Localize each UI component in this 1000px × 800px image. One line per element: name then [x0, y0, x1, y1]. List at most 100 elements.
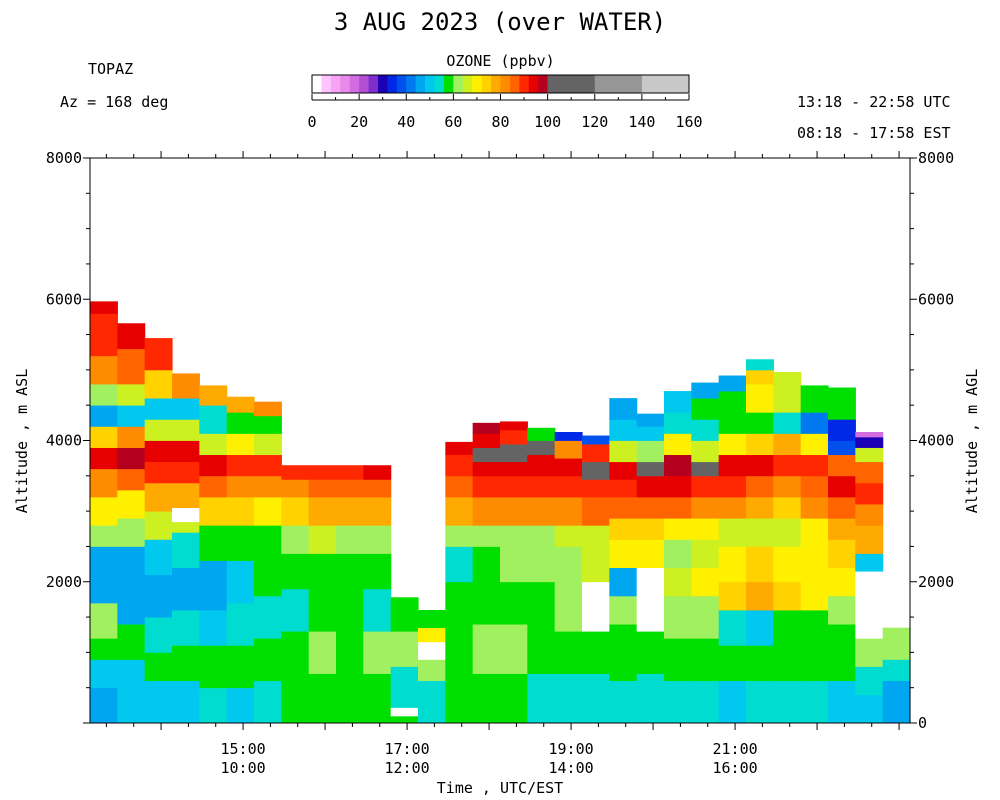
- heatmap-cell: [226, 560, 255, 604]
- heatmap-cell: [144, 440, 173, 463]
- heatmap-cell: [800, 680, 829, 724]
- heatmap-cell: [117, 659, 146, 689]
- heatmap-cell: [472, 624, 501, 674]
- heatmap-cell: [172, 373, 200, 399]
- heatmap-cell: [281, 553, 310, 590]
- heatmap-cell: [308, 465, 337, 480]
- colorbar-frame: [311, 74, 690, 94]
- heatmap-cell: [855, 504, 884, 526]
- y-tick-label-left: 2000: [46, 573, 82, 591]
- heatmap-cell: [554, 546, 583, 583]
- heatmap-cell: [172, 610, 200, 646]
- heatmap-cell: [664, 518, 692, 540]
- colorbar-swatch: [359, 75, 369, 93]
- heatmap-cell: [90, 405, 118, 427]
- heatmap-cell: [800, 546, 829, 583]
- heatmap-cell: [582, 479, 610, 498]
- heatmap-cell: [226, 454, 255, 477]
- heatmap-cell: [144, 574, 173, 618]
- heatmap-cell: [746, 581, 774, 611]
- heatmap-cell: [773, 412, 802, 434]
- heatmap-cell: [691, 382, 720, 399]
- heatmap-cell: [90, 659, 118, 689]
- heatmap-cell: [254, 560, 282, 597]
- y-tick-label-right: 2000: [918, 573, 954, 591]
- heatmap-cell: [636, 497, 665, 519]
- heatmap-cell: [527, 546, 556, 583]
- heatmap-cell: [636, 440, 665, 463]
- x-tick-label-utc: 21:00: [712, 740, 757, 758]
- colorbar-swatch: [491, 75, 501, 93]
- heatmap-cell: [582, 581, 610, 632]
- colorbar-swatch: [500, 75, 511, 93]
- heatmap-cell: [336, 631, 364, 674]
- heatmap-cell: [554, 631, 583, 674]
- colorbar-swatch: [472, 75, 482, 93]
- heatmap-cell: [199, 525, 228, 561]
- heatmap-cell: [554, 432, 583, 441]
- heatmap-cell: [855, 694, 884, 724]
- heatmap-cell: [500, 525, 528, 547]
- heatmap-cell: [90, 638, 118, 660]
- heatmap-cell: [199, 687, 228, 724]
- heatmap-cell: [828, 475, 856, 498]
- heatmap-cell: [472, 546, 501, 583]
- colorbar-tick-label: 0: [307, 113, 316, 131]
- heatmap-cell: [855, 436, 884, 448]
- heatmap-cell: [800, 385, 829, 413]
- heatmap-cell: [554, 525, 583, 547]
- heatmap-cell: [691, 475, 720, 498]
- heatmap-cell: [445, 673, 474, 724]
- heatmap-cell: [90, 301, 118, 314]
- heatmap-cell: [691, 595, 720, 639]
- heatmap-cell: [500, 429, 528, 445]
- heatmap-cell: [746, 497, 774, 519]
- heatmap-cell: [855, 525, 884, 554]
- heatmap-cell: [718, 497, 747, 519]
- heatmap-cell: [527, 624, 556, 674]
- heatmap-cell: [390, 631, 419, 667]
- heatmap-cell: [500, 421, 528, 431]
- heatmap-cell: [117, 323, 146, 350]
- heatmap-cell: [828, 652, 856, 682]
- heatmap-cell: [90, 687, 118, 724]
- heatmap-cell: [172, 567, 200, 611]
- heatmap-cell: [855, 666, 884, 696]
- heatmap-cell: [800, 454, 829, 477]
- heatmap-cell: [800, 518, 829, 547]
- heatmap-cell: [855, 571, 884, 639]
- colorbar-swatch: [481, 75, 492, 93]
- x-tick-label-est: 16:00: [712, 759, 757, 777]
- heatmap-cell: [472, 581, 501, 625]
- heatmap-cell: [664, 391, 692, 413]
- heatmap-cell: [773, 497, 802, 519]
- heatmap-cell: [336, 588, 364, 632]
- heatmap-cell: [664, 680, 692, 724]
- heatmap-cell: [664, 595, 692, 639]
- heatmap-cell: [172, 440, 200, 463]
- y-tick-label-left: 8000: [46, 149, 82, 167]
- heatmap-cell: [500, 546, 528, 583]
- heatmap-cell: [882, 627, 911, 660]
- heatmap-cell: [773, 610, 802, 646]
- heatmap-cell: [828, 680, 856, 724]
- heatmap-cell: [609, 624, 638, 682]
- heatmap-cell: [117, 687, 146, 724]
- y-axis-label-right: Altitude , m AGL: [963, 369, 981, 514]
- heatmap-cell: [718, 412, 747, 434]
- heatmap-cell: [691, 419, 720, 441]
- colorbar-swatch: [368, 75, 379, 93]
- heatmap-cell: [226, 475, 255, 498]
- colorbar-tick-label: 120: [581, 113, 608, 131]
- heatmap-cell: [172, 680, 200, 724]
- heatmap-cell: [746, 433, 774, 456]
- heatmap-cell: [336, 465, 364, 480]
- heatmap-cell: [172, 645, 200, 682]
- colorbar-swatch: [528, 75, 539, 93]
- heatmap-cell: [117, 384, 146, 406]
- heatmap-cell: [117, 489, 146, 519]
- heatmap-cell: [773, 518, 802, 547]
- instrument-label: TOPAZ: [88, 60, 134, 78]
- heatmap-cell: [363, 673, 392, 724]
- colorbar-swatch: [330, 75, 341, 93]
